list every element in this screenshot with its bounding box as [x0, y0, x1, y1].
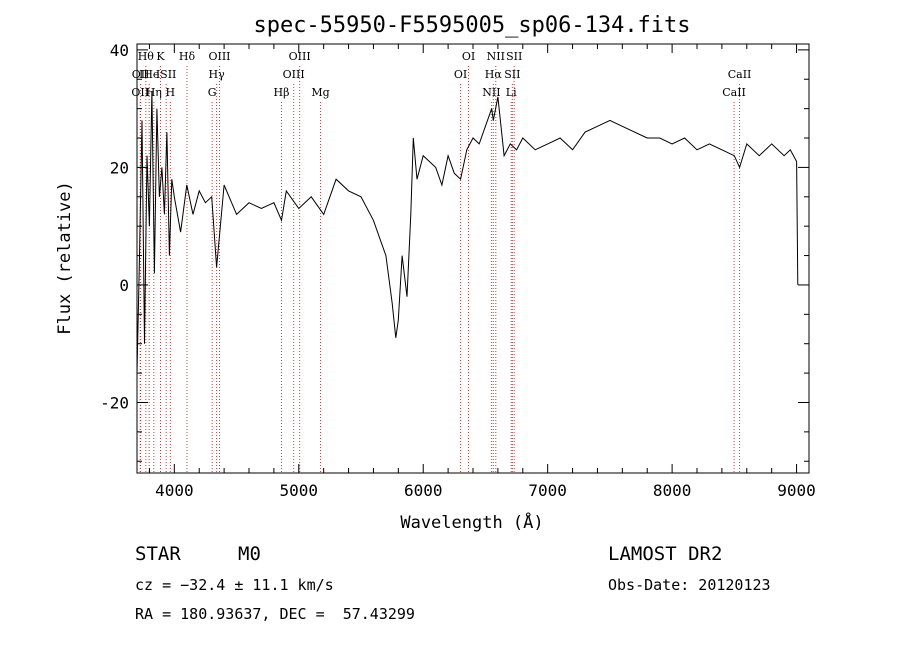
spectral-line-label: NII [487, 50, 505, 63]
spectral-line-label: SII [506, 50, 522, 63]
spectral-line-label: OI [462, 50, 475, 63]
x-tick-label: 9000 [777, 481, 816, 500]
spectral-line-label: H [166, 86, 176, 99]
spectrum-line [136, 90, 799, 374]
redshift-velocity: cz = −32.4 ± 11.1 km/s [135, 576, 334, 594]
y-tick-label: 40 [110, 41, 129, 60]
spectral-line-label: ISII [156, 68, 177, 81]
coordinates: RA = 180.93637, DEC = 57.43299 [135, 605, 415, 623]
x-tick-label: 6000 [404, 481, 443, 500]
spectral-line-label: OIII [289, 50, 311, 63]
spectral-line-label: Mg [311, 86, 329, 99]
x-tick-label: 8000 [653, 481, 692, 500]
spectral-line-label: OI [454, 68, 467, 81]
y-axis-label: Flux (relative) [55, 181, 75, 335]
spectral-line-label: CaII [728, 68, 752, 81]
spectral-line-label: OIII [283, 68, 305, 81]
spectral-line-label: OIII [208, 50, 230, 63]
spectral-line-label: Hη [146, 86, 162, 99]
spectral-line-label: CaII [722, 86, 746, 99]
spectral-line-label: NII [482, 86, 500, 99]
spectral-line-label: Li [506, 86, 517, 99]
spectral-line-label: OII [132, 68, 150, 81]
chart-title: spec-55950-F5595005_sp06-134.fits [253, 13, 690, 38]
y-tick-label: 0 [119, 276, 129, 295]
object-class: STAR [135, 543, 181, 565]
x-tick-label: 5000 [280, 481, 319, 500]
spectral-line-label: Hβ [274, 86, 290, 99]
plot-frame [136, 43, 810, 474]
object-subclass: M0 [238, 543, 261, 565]
spectral-line-label: G [208, 86, 217, 99]
x-axis-label: Wavelength (Å) [400, 511, 543, 533]
observation-date: Obs-Date: 20120123 [608, 576, 771, 594]
x-tick-label: 4000 [155, 481, 194, 500]
spectral-line-label: Hα [485, 68, 503, 81]
spectral-line-label: Hγ [209, 68, 226, 81]
spectral-line-label: Hδ [179, 50, 196, 63]
spectral-line-label: K [156, 50, 165, 63]
spectral-line-label: IHe [139, 68, 159, 81]
y-tick-label: -20 [100, 393, 129, 412]
survey-name: LAMOST DR2 [608, 543, 723, 565]
spectral-line-label: Hθ [138, 50, 155, 63]
spectral-line-label: OII [131, 86, 149, 99]
x-tick-label: 7000 [528, 481, 567, 500]
spectral-line-label: SII [504, 68, 520, 81]
y-tick-label: 20 [110, 158, 129, 177]
